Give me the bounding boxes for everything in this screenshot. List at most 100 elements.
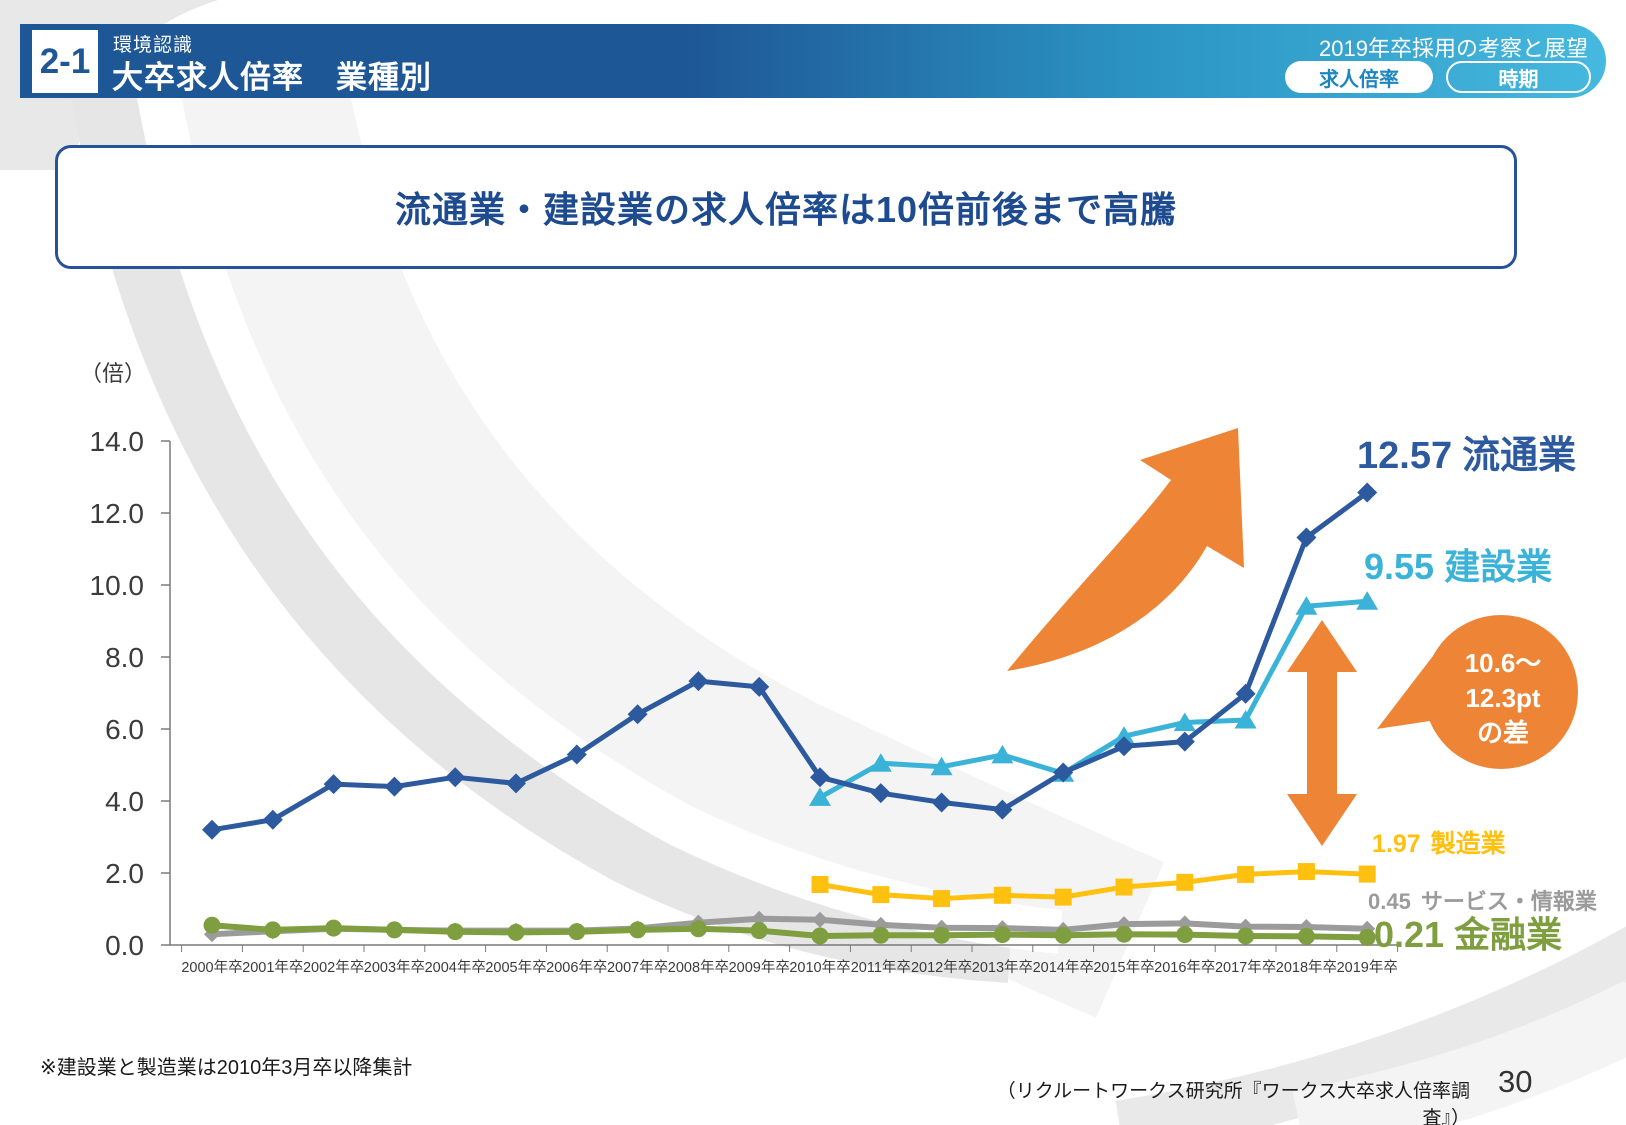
marker-finance: [1237, 927, 1255, 945]
series-label-manufacturing: 1.97 製造業: [1372, 824, 1506, 860]
y-tick-label: 14.0: [90, 426, 145, 457]
series-name: 流通業: [1462, 435, 1577, 477]
marker-finance: [446, 923, 464, 941]
marker-construction: [809, 787, 831, 806]
page-title: 大卒求人倍率 業種別: [112, 60, 432, 95]
series-value: 0.45: [1368, 889, 1411, 914]
series-label-service: 0.45 サービス・情報業: [1368, 884, 1597, 916]
report-title: 2019年卒採用の考察と展望: [1319, 36, 1588, 61]
marker-distribution: [810, 767, 830, 788]
key-message-text: 流通業・建設業の求人倍率は10倍前後まで高騰: [394, 189, 1178, 230]
marker-service: [751, 910, 768, 927]
marker-finance: [325, 919, 343, 937]
x-tick-label: 2009年卒: [729, 959, 790, 976]
marker-finance: [872, 926, 890, 944]
marker-distribution: [506, 773, 526, 794]
gap-double-arrow-icon: [1287, 620, 1357, 846]
marker-construction: [1295, 596, 1318, 615]
series-line-construction: [817, 598, 1370, 800]
marker-distribution: [1174, 731, 1195, 752]
x-tick-label: 2017年卒: [1215, 959, 1276, 976]
marker-manufacturing: [1115, 878, 1133, 896]
marker-finance: [1297, 927, 1315, 945]
marker-construction: [869, 753, 892, 772]
y-axis-unit-label: （倍）: [80, 361, 147, 386]
series-value: 12.57: [1357, 435, 1453, 477]
marker-finance: [1176, 926, 1194, 944]
callout-line-1: 10.6〜: [1464, 648, 1542, 678]
header-category: 環境認識: [113, 35, 194, 56]
marker-finance: [507, 923, 525, 941]
marker-manufacturing: [1176, 873, 1194, 891]
series-value: 1.97: [1372, 830, 1421, 858]
marker-distribution: [1114, 736, 1134, 757]
x-tick-label: 2010年卒: [789, 959, 850, 976]
gap-callout-text: 10.6〜 12.3pt の差: [1423, 646, 1583, 751]
series-name: 金融業: [1454, 914, 1563, 955]
marker-distribution: [1357, 482, 1378, 503]
marker-distribution: [1296, 527, 1317, 548]
y-tick-label: 12.0: [90, 498, 145, 529]
marker-distribution: [688, 671, 709, 692]
marker-service: [812, 911, 828, 928]
marker-distribution: [627, 704, 648, 725]
series-line-distribution: [209, 490, 1370, 833]
x-tick-label: 2005年卒: [485, 959, 546, 976]
marker-construction: [1173, 712, 1196, 732]
marker-distribution: [992, 799, 1013, 820]
tag-pill-inactive: 時期: [1446, 61, 1591, 93]
x-tick-label: 2015年卒: [1093, 959, 1154, 976]
x-tick-label: 2012年卒: [911, 959, 972, 976]
x-tick-label: 2007年卒: [607, 959, 668, 976]
series-name: 製造業: [1430, 830, 1506, 858]
x-tick-label: 2013年卒: [972, 959, 1033, 976]
gap-callout-bubble: [1377, 615, 1578, 769]
series-value: 0.21: [1374, 914, 1445, 955]
marker-distribution: [931, 792, 952, 813]
marker-finance: [385, 921, 403, 939]
marker-finance: [993, 926, 1011, 944]
marker-manufacturing: [1054, 888, 1072, 906]
source-credit: （リクルートワークス研究所『ワークス大卒求人倍率調査』）: [996, 1081, 1470, 1125]
marker-finance: [1358, 928, 1376, 946]
marker-finance: [750, 922, 768, 940]
callout-line-3: の差: [1476, 718, 1529, 748]
y-tick-label: 6.0: [105, 714, 144, 745]
x-tick-label: 2016年卒: [1154, 959, 1215, 976]
marker-finance: [933, 926, 951, 944]
marker-manufacturing: [933, 890, 951, 908]
y-tick-label: 0.0: [105, 930, 144, 961]
x-tick-label: 2003年卒: [364, 959, 425, 976]
marker-distribution: [1053, 762, 1074, 783]
marker-manufacturing: [1297, 863, 1315, 881]
x-tick-label: 2008年卒: [668, 959, 729, 976]
marker-finance: [264, 921, 282, 939]
marker-distribution: [566, 744, 587, 765]
marker-construction: [1356, 591, 1379, 610]
marker-finance: [811, 927, 829, 945]
series-name: サービス・情報業: [1420, 889, 1597, 914]
series-label-construction: 9.55 建設業: [1364, 538, 1552, 590]
series-label-finance: 0.21 金融業: [1374, 906, 1562, 958]
marker-distribution: [749, 676, 770, 697]
marker-construction: [991, 744, 1014, 764]
marker-finance: [689, 920, 707, 938]
marker-finance: [1115, 925, 1133, 943]
marker-distribution: [1235, 683, 1256, 704]
marker-manufacturing: [1358, 865, 1376, 883]
marker-distribution: [262, 809, 283, 830]
x-tick-label: 2001年卒: [242, 959, 303, 976]
marker-construction: [930, 756, 953, 776]
x-tick-label: 2019年卒: [1337, 959, 1398, 976]
marker-construction: [1234, 710, 1257, 729]
series-value: 9.55: [1364, 546, 1435, 587]
x-tick-label: 2000年卒: [181, 959, 242, 976]
series-label-distribution: 12.57 流通業: [1357, 424, 1576, 479]
y-tick-label: 8.0: [105, 642, 144, 673]
x-tick-label: 2014年卒: [1033, 959, 1094, 976]
marker-construction: [1113, 726, 1135, 745]
series-line-finance: [209, 922, 1371, 941]
uptrend-arrow-icon: [1007, 428, 1244, 671]
key-message-box: 流通業・建設業の求人倍率は10倍前後まで高騰: [55, 145, 1517, 269]
